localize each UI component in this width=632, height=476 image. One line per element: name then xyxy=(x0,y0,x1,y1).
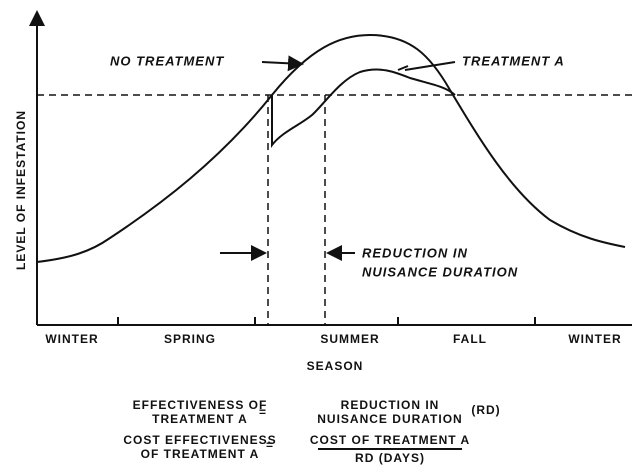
season-label: WINTER xyxy=(45,332,98,346)
no-treatment-curve xyxy=(36,33,626,263)
equals: = xyxy=(259,405,267,419)
denominator: RD (DAYS) xyxy=(355,451,425,465)
curve-tick xyxy=(397,65,409,71)
season-label: SUMMER xyxy=(320,332,379,346)
formula-left: EFFECTIVENESS OF xyxy=(133,398,268,412)
formula-right: NUISANCE DURATION xyxy=(317,412,462,426)
season-label: WINTER xyxy=(568,332,621,346)
formula-left: COST EFFECTIVENESS xyxy=(123,433,276,447)
equals: = xyxy=(266,438,274,452)
formula-left: OF TREATMENT A xyxy=(141,447,260,461)
season-label: FALL xyxy=(453,332,487,346)
annotation: NUISANCE DURATION xyxy=(362,264,518,279)
label-pointer xyxy=(404,61,456,71)
label-arrow xyxy=(261,55,304,72)
numerator: COST OF TREATMENT A xyxy=(310,433,470,447)
x-axis-label: SEASON xyxy=(307,359,364,373)
formula-left: TREATMENT A xyxy=(152,412,248,426)
axes xyxy=(29,10,632,326)
formula-suffix: (RD) xyxy=(471,403,500,417)
treatment-a-curve xyxy=(271,68,456,148)
formula-right: REDUCTION IN xyxy=(341,398,440,412)
annotation: REDUCTION IN xyxy=(362,245,468,260)
y-axis-label: LEVEL OF INFESTATION xyxy=(14,110,28,270)
season-label: SPRING xyxy=(164,332,216,346)
curve-label: NO TREATMENT xyxy=(110,53,224,68)
formula: EFFECTIVENESS OF TREATMENT A = REDUCTION… xyxy=(123,398,500,465)
curve-label: TREATMENT A xyxy=(462,53,565,68)
